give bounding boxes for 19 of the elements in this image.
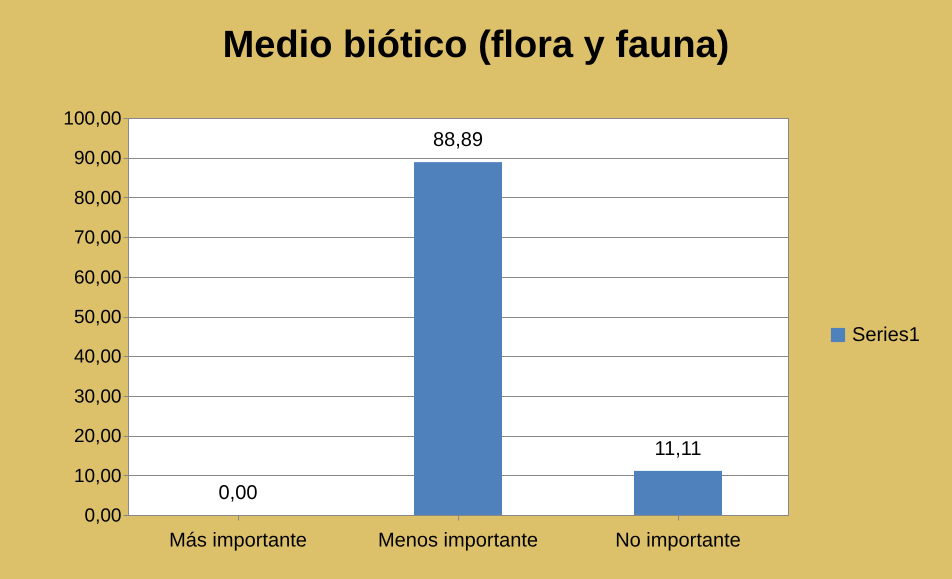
y-tick-label: 10,00 [74, 466, 122, 487]
y-tick-label: 20,00 [74, 426, 122, 448]
x-tick-label: Más importante [169, 530, 307, 552]
y-tick-label: 0,00 [84, 506, 122, 526]
data-label: 88,89 [432, 129, 484, 152]
y-tick-label: 90,00 [74, 148, 122, 170]
data-label: 11,11 [654, 438, 702, 460]
x-tick-label: Menos importante [378, 530, 538, 552]
y-tick-label: 40,00 [74, 346, 122, 368]
chart-title: Medio biótico (flora y fauna) [222, 24, 730, 66]
y-tick-label: 100,00 [63, 108, 122, 130]
y-tick-label: 60,00 [74, 267, 122, 288]
y-tick-label: 80,00 [74, 188, 122, 209]
y-tick-label: 70,00 [74, 228, 122, 249]
y-tick-label: 30,00 [74, 386, 122, 408]
x-tick-label: No importante [615, 530, 741, 552]
legend-label: Series1 [852, 324, 920, 346]
y-tick-label: 50,00 [74, 307, 122, 328]
data-label: 0,00 [218, 482, 258, 504]
